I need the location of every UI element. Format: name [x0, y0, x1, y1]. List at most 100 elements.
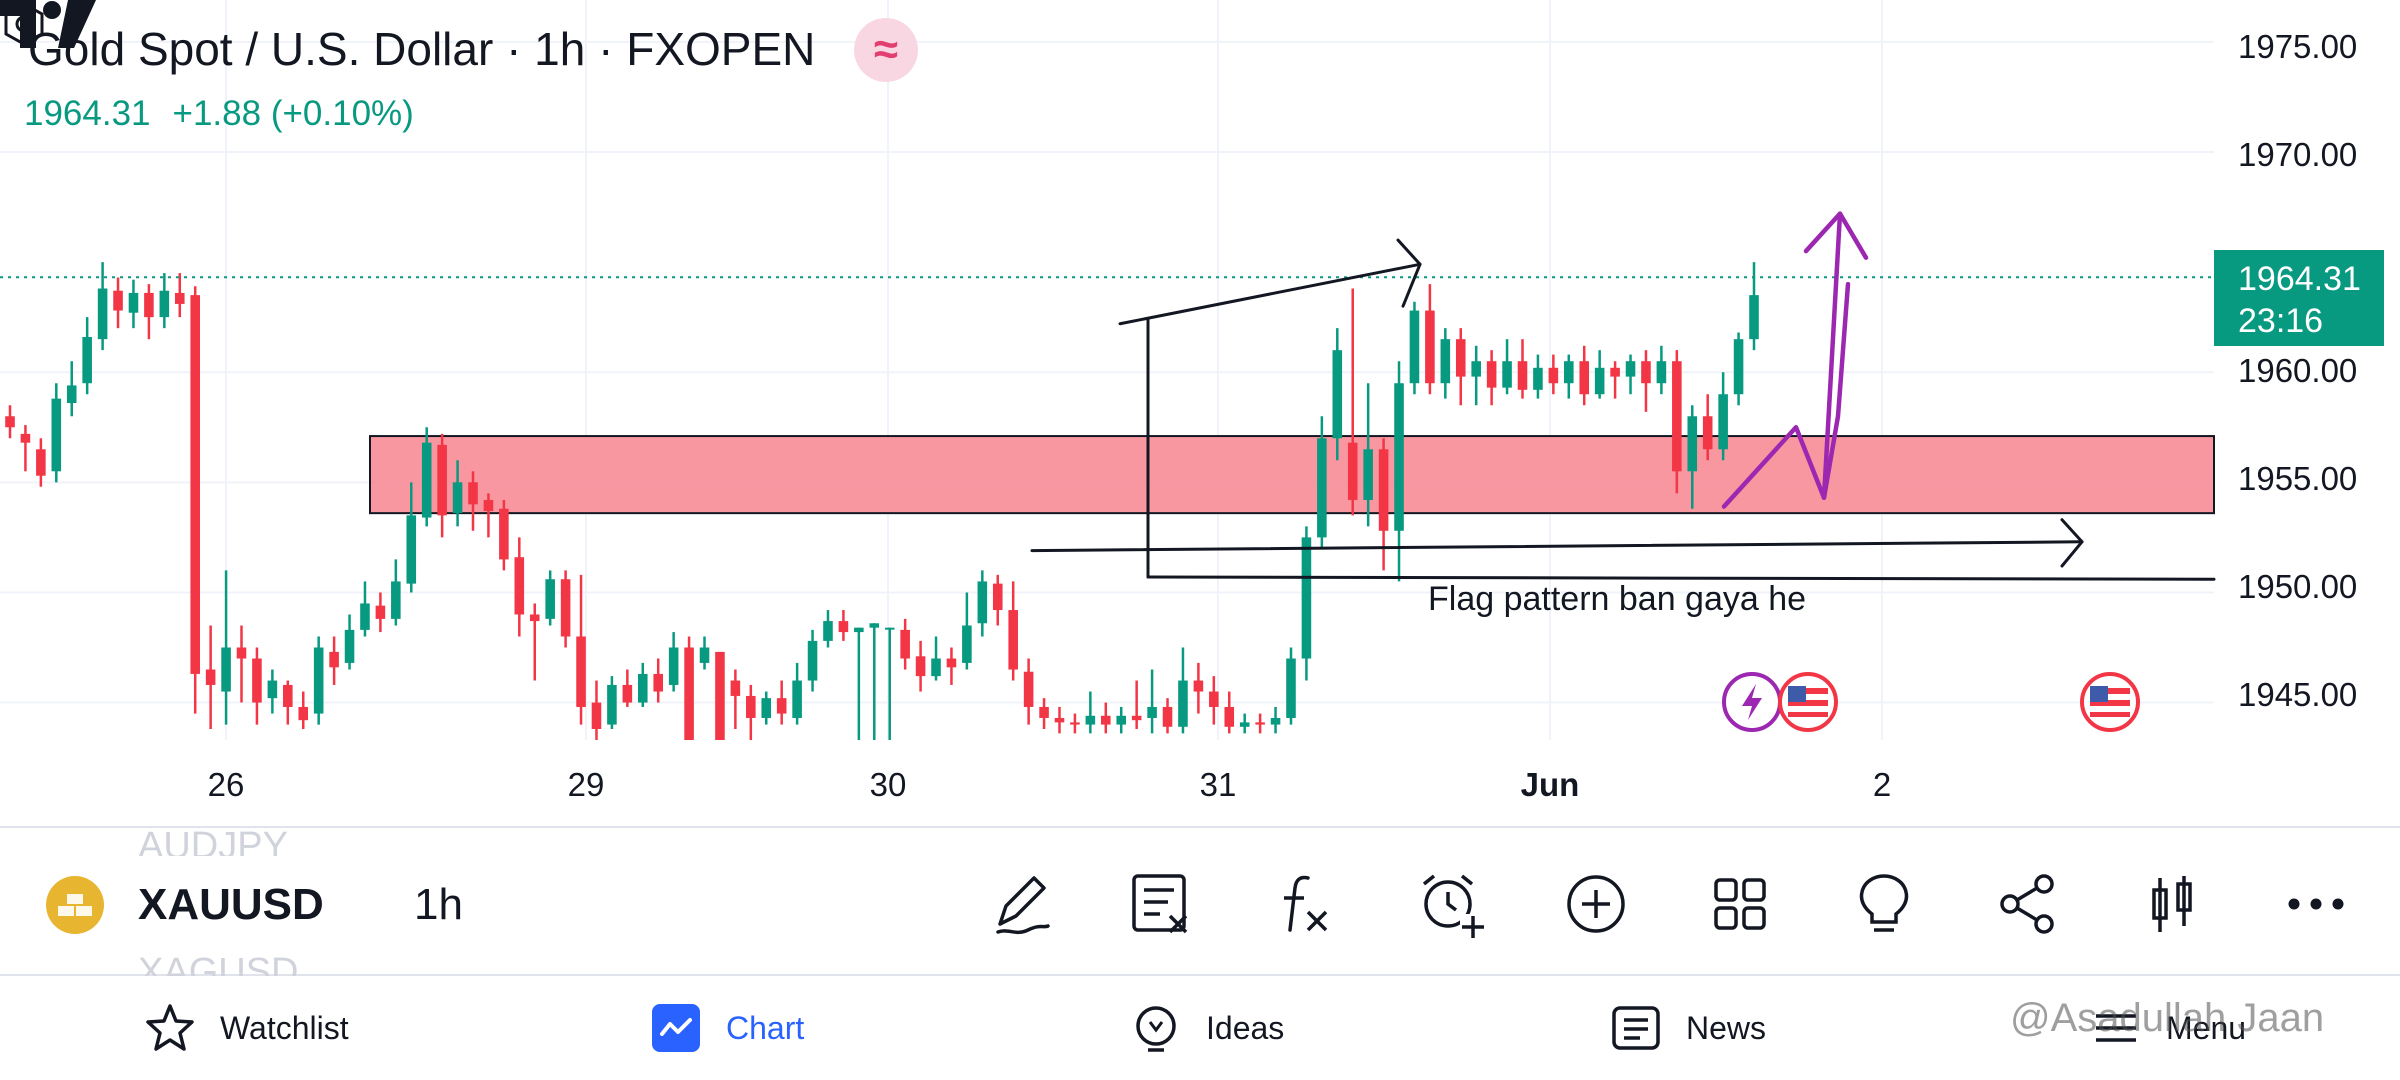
nav-label: News — [1686, 1009, 1767, 1046]
candle-body — [1610, 367, 1620, 377]
interval-selector[interactable]: 1h — [414, 880, 463, 929]
candle-body — [591, 702, 602, 729]
candle-body — [406, 515, 417, 584]
candle-body — [468, 482, 478, 505]
candle-body — [329, 651, 339, 668]
candle-body — [1224, 706, 1235, 727]
us-flag-event-icon[interactable] — [1776, 670, 1840, 734]
nav-menu[interactable]: Menu — [2090, 1002, 2246, 1054]
candle-body — [1486, 361, 1497, 388]
candle-body — [97, 288, 108, 340]
symbol-name[interactable]: XAUUSD — [138, 880, 324, 929]
candle-body — [1332, 350, 1343, 439]
candle-body — [1286, 658, 1296, 718]
candle-body — [1070, 722, 1080, 725]
candle-body — [1239, 722, 1250, 727]
nav-chart[interactable]: Chart — [650, 1002, 804, 1054]
candle-body — [869, 623, 880, 628]
layouts-button[interactable] — [1702, 866, 1778, 942]
price-tick: 1955.00 — [2238, 460, 2358, 497]
ellipsis-icon — [2288, 898, 2344, 910]
remove-drawings-button[interactable] — [1124, 866, 1200, 942]
trend-line — [1030, 540, 2084, 553]
candle-body — [283, 684, 293, 707]
candle-body — [637, 673, 648, 703]
chart-icon — [652, 1004, 700, 1052]
candle-body — [1702, 416, 1713, 450]
chart-settings-icon[interactable] — [0, 0, 48, 48]
candle-body — [1378, 449, 1389, 531]
candle-body — [1039, 706, 1049, 718]
symbol-title: Gold Spot / U.S. Dollar · 1h · FXOPEN — [28, 23, 816, 75]
candle-body — [900, 629, 910, 659]
date-tick: Jun — [1520, 766, 1580, 803]
nav-ideas[interactable]: Ideas — [1130, 1002, 1284, 1054]
candle-body — [776, 698, 787, 714]
price-chart[interactable] — [0, 0, 2400, 826]
lightning-event-icon[interactable] — [1720, 670, 1784, 734]
candle-body — [1687, 416, 1698, 472]
menu-icon — [2096, 1014, 2136, 1042]
candle-body — [205, 669, 216, 685]
draw-tool-button[interactable] — [984, 866, 1060, 942]
candle-body — [113, 290, 123, 311]
next-symbol[interactable]: XAGUSD — [138, 952, 299, 978]
nav-news[interactable]: News — [1610, 1002, 1766, 1054]
nav-label: Watchlist — [220, 1009, 349, 1046]
lightbulb-icon — [1136, 1006, 1176, 1052]
alert-button[interactable] — [1414, 866, 1490, 942]
nav-label: Chart — [726, 1009, 805, 1046]
candle-body — [715, 651, 725, 740]
support-zone[interactable] — [369, 435, 2215, 515]
flag-arrow-head — [1803, 211, 1869, 260]
prev-symbol[interactable]: AUDJPY — [138, 828, 288, 856]
candle-body — [221, 647, 231, 692]
ideas-tool-button[interactable] — [1846, 866, 1922, 942]
candle-body — [977, 581, 988, 624]
share-button[interactable] — [1990, 866, 2066, 942]
candle-body — [174, 292, 185, 304]
candle-body — [437, 444, 447, 516]
candle-body — [684, 647, 694, 740]
candle-body — [884, 627, 895, 630]
chart-type-button[interactable] — [2134, 866, 2210, 942]
candle-body — [1008, 610, 1018, 670]
date-tick: 2 — [1872, 766, 1892, 803]
annotation-text[interactable]: Flag pattern ban gaya he — [1428, 580, 1807, 618]
candle-body — [560, 579, 571, 637]
gold-symbol-icon — [46, 876, 104, 934]
indicators-button[interactable] — [1268, 866, 1344, 942]
candle-body — [1594, 367, 1605, 395]
candle-body — [622, 684, 633, 703]
candle-body — [499, 508, 509, 560]
candle-body — [1270, 717, 1281, 725]
candle-body — [82, 336, 92, 384]
symbol-badge-icon[interactable]: ≈ — [854, 18, 918, 82]
candle-body — [514, 557, 525, 615]
us-flag-event-icon[interactable] — [2078, 670, 2142, 734]
candle-body — [1733, 339, 1744, 395]
bottom-navigation: Watchlist Chart Ideas News Menu @Asadull… — [0, 976, 2400, 1080]
candle-body — [807, 640, 818, 681]
candle-body — [1425, 310, 1435, 384]
candle-body — [375, 605, 386, 619]
candle-body — [483, 499, 494, 511]
candle-body — [1455, 339, 1466, 377]
candle-body — [236, 647, 247, 659]
add-button[interactable] — [1558, 866, 1634, 942]
candle-body — [529, 614, 540, 622]
candle-body — [1564, 361, 1574, 384]
flag-pattern-line — [1821, 211, 1843, 500]
nav-label: Ideas — [1206, 1009, 1285, 1046]
more-button[interactable] — [2278, 866, 2354, 942]
nav-watchlist[interactable]: Watchlist — [144, 1002, 349, 1054]
candle-body — [1178, 680, 1188, 727]
candle-body — [144, 292, 154, 318]
candle-body — [915, 656, 926, 677]
candle-body — [1085, 715, 1096, 725]
candle-body — [313, 647, 324, 714]
candle-body — [20, 433, 31, 443]
date-tick: 31 — [1199, 766, 1237, 803]
candle-body — [1672, 361, 1682, 472]
chart-area[interactable]: Gold Spot / U.S. Dollar · 1h · FXOPEN ≈ … — [0, 0, 2400, 826]
